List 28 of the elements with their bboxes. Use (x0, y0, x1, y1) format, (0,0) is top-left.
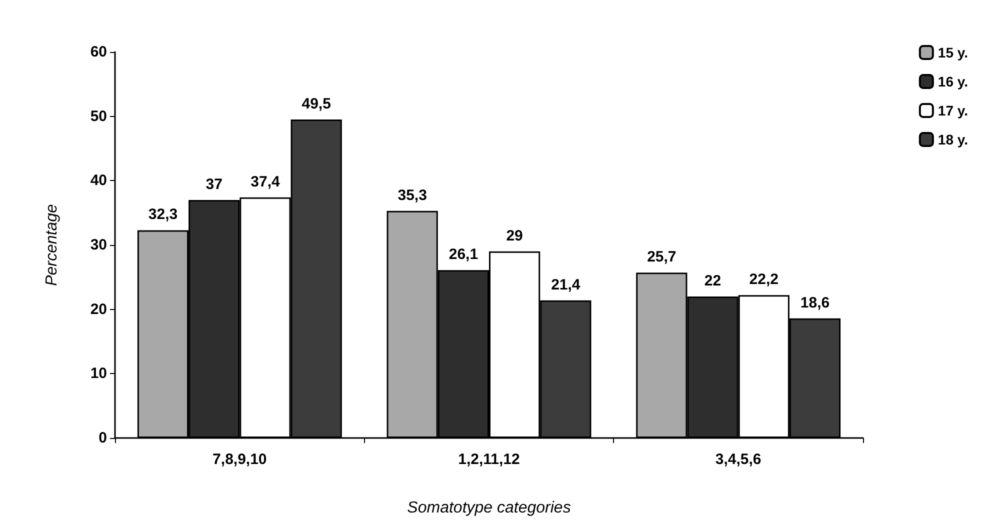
data-label: 22,2 (749, 271, 778, 288)
legend-label: 18 y. (938, 132, 968, 148)
x-tick-label: 3,4,5,6 (715, 451, 762, 468)
legend-label: 16 y. (938, 74, 968, 90)
y-axis-title: Percentage (44, 204, 60, 286)
data-label: 35,3 (398, 186, 427, 204)
y-tick-label: 60 (90, 44, 107, 60)
data-label: 49,5 (302, 96, 331, 113)
y-tick-label: 40 (90, 172, 107, 190)
data-label: 32,3 (148, 206, 178, 224)
y-tick-label: 50 (90, 108, 107, 125)
x-tick-label: 7,8,9,10 (212, 451, 267, 468)
legend-label: 15 y. (938, 44, 968, 60)
data-label: 29 (506, 227, 523, 244)
y-tick-label: 10 (90, 365, 107, 382)
y-tick-label: 20 (90, 300, 107, 318)
data-label: 21,4 (551, 276, 581, 294)
y-tick-label: 30 (90, 236, 107, 254)
data-label: 26,1 (448, 246, 478, 264)
data-label: 37,4 (250, 173, 280, 190)
data-label: 18,6 (800, 294, 830, 312)
x-tick-label: 1,2,11,12 (458, 451, 520, 468)
legend-label: 17 y. (938, 102, 968, 118)
data-label: 25,7 (647, 248, 676, 266)
x-axis-title: Somatotype categories (407, 500, 571, 516)
data-label: 37 (206, 176, 222, 193)
y-tick-label: 0 (98, 430, 107, 446)
data-label: 22 (704, 272, 722, 290)
